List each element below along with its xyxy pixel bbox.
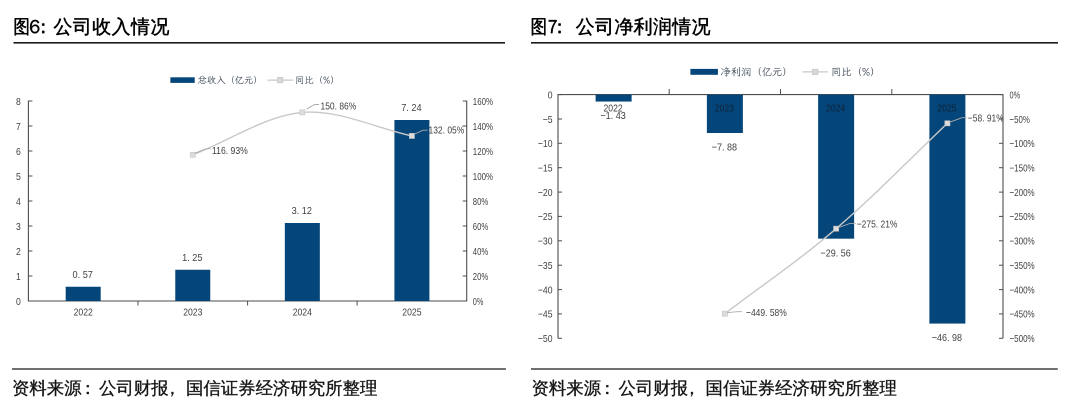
svg-text:−100%: −100%: [1010, 138, 1035, 150]
svg-text:−7. 88: −7. 88: [712, 142, 738, 154]
svg-text:140%: 140%: [473, 121, 493, 133]
svg-text:−40: −40: [538, 284, 553, 296]
svg-text:7. 24: 7. 24: [401, 102, 422, 114]
svg-text:2022: 2022: [74, 307, 93, 319]
svg-text:−25: −25: [538, 211, 553, 223]
svg-text:−1. 43: −1. 43: [600, 110, 626, 122]
svg-text:−50%: −50%: [1010, 114, 1030, 126]
svg-text:2025: 2025: [402, 307, 421, 319]
svg-text:−500%: −500%: [1010, 333, 1035, 345]
svg-text:−275. 21%: −275. 21%: [857, 218, 898, 230]
svg-text:150. 86%: 150. 86%: [321, 101, 357, 113]
svg-text:2023: 2023: [715, 103, 734, 115]
svg-text:3. 12: 3. 12: [292, 205, 313, 217]
svg-text:80%: 80%: [473, 196, 488, 208]
svg-text:−200%: −200%: [1010, 187, 1035, 199]
svg-text:4: 4: [16, 196, 21, 208]
svg-text:6: 6: [16, 146, 21, 158]
svg-text:−20: −20: [538, 187, 553, 199]
svg-text:1. 25: 1. 25: [182, 252, 203, 264]
svg-text:60%: 60%: [473, 221, 488, 233]
svg-text:8: 8: [16, 96, 21, 108]
svg-text:−10: −10: [538, 138, 553, 150]
svg-text:0. 57: 0. 57: [73, 269, 94, 281]
svg-text:120%: 120%: [473, 146, 493, 158]
svg-text:2024: 2024: [293, 307, 312, 319]
svg-text:5: 5: [16, 171, 21, 183]
svg-text:−45: −45: [538, 309, 553, 321]
svg-text:−35: −35: [538, 260, 553, 272]
svg-text:2025: 2025: [937, 103, 956, 115]
svg-text:−5: −5: [543, 114, 553, 126]
svg-text:7: 7: [16, 121, 21, 133]
svg-text:−50: −50: [538, 333, 553, 345]
svg-text:−29. 56: −29. 56: [821, 247, 851, 259]
svg-text:0: 0: [548, 89, 553, 101]
svg-text:3: 3: [16, 221, 21, 233]
svg-text:0%: 0%: [473, 296, 484, 308]
svg-text:−150%: −150%: [1010, 163, 1035, 175]
svg-text:0%: 0%: [1010, 89, 1021, 101]
svg-text:132. 05%: 132. 05%: [429, 125, 465, 137]
svg-text:−250%: −250%: [1010, 211, 1035, 223]
svg-text:−450%: −450%: [1010, 309, 1035, 321]
svg-text:−46. 98: −46. 98: [932, 332, 962, 344]
svg-text:−30: −30: [538, 236, 553, 248]
svg-text:20%: 20%: [473, 271, 488, 283]
svg-text:2024: 2024: [826, 103, 845, 115]
svg-text:1: 1: [16, 271, 21, 283]
svg-text:100%: 100%: [473, 171, 493, 183]
svg-text:0: 0: [16, 296, 21, 308]
svg-text:−300%: −300%: [1010, 236, 1035, 248]
svg-text:2022: 2022: [604, 103, 623, 115]
svg-text:160%: 160%: [473, 96, 493, 108]
svg-text:−350%: −350%: [1010, 260, 1035, 272]
svg-text:2023: 2023: [183, 307, 202, 319]
svg-text:−58. 91%: −58. 91%: [968, 113, 1004, 125]
svg-text:−400%: −400%: [1010, 284, 1035, 296]
svg-text:−449. 58%: −449. 58%: [746, 307, 787, 319]
svg-text:−15: −15: [538, 163, 553, 175]
svg-text:40%: 40%: [473, 246, 488, 258]
svg-text:2: 2: [16, 246, 21, 258]
svg-text:116. 93%: 116. 93%: [212, 145, 248, 157]
